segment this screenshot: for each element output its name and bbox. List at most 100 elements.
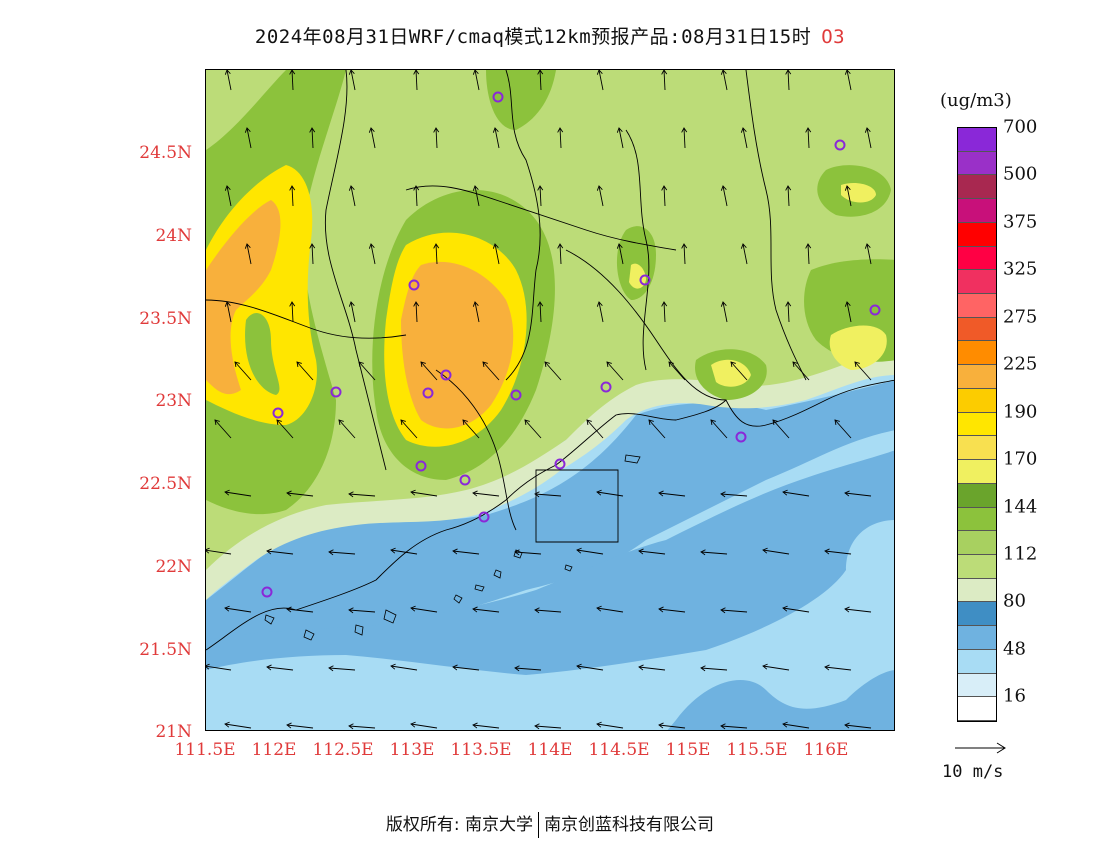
wind-arrow [700,667,728,671]
wind-arrow [824,550,852,555]
wind-arrow [720,493,748,497]
footer-separator [538,812,540,838]
wind-arrow [370,243,376,265]
wind-arrow-head [472,606,478,613]
wind-arrow-head [537,185,544,191]
wind-arrow-head [224,70,231,75]
coastal-band-dark [206,380,894,660]
colorbar [957,127,997,722]
wind-arrow [206,549,232,555]
wind-arrow-head [834,419,840,425]
wind-arrow-head [772,419,778,425]
colorbar-tick-label: 80 [1003,590,1026,612]
station-marker [869,304,881,316]
wind-arrow-head [720,723,726,730]
yellow-patch-ne [829,325,887,370]
wind-arrow [787,70,790,91]
wind-arrow [668,361,686,381]
station-marker [492,91,504,103]
wind-arrow-head [864,127,871,133]
wind-arrow-head [661,301,668,307]
wind-arrow [370,127,376,149]
wind-arrow [576,549,604,555]
wind-arrow-head [661,185,668,191]
wind-arrow [534,609,562,613]
wind-arrow [311,127,314,149]
wind-arrow-head [214,419,220,425]
wind-arrow [348,609,376,613]
wind-arrow [598,185,604,207]
wind-arrow-head [844,301,851,307]
wind-arrow [782,723,810,729]
wind-arrow [846,70,852,91]
wind-arrow-head [782,605,788,612]
wind-arrow [720,609,748,613]
lon-label-112-5: 112.5E [312,740,374,760]
wind-arrow [311,243,314,265]
wind-arrow [234,361,252,381]
wind-arrow [854,361,872,381]
wind-arrow [658,492,686,497]
wind-arrow [539,70,542,91]
wind-key-arrow [955,742,1006,754]
wind-arrow-head [433,127,440,133]
wind-arrow-head [785,70,792,75]
wind-arrow [700,551,728,555]
wind-arrow-head [328,665,334,672]
wind-arrow [338,419,356,439]
orange-area-central [401,261,514,429]
wind-arrow-head [286,722,292,729]
map-canvas [206,70,894,730]
station-marker [639,274,651,286]
wind-arrow-head [616,127,623,133]
wind-arrow [710,419,728,439]
wind-arrow [452,666,480,671]
boundary-lines [206,70,894,651]
wind-arrow-head [400,419,406,425]
wind-arrow-head [544,361,550,367]
colorbar-cell [958,270,996,295]
wind-arrow [494,243,500,265]
station-marker [415,460,427,472]
wind-arrow-head [266,664,272,671]
wind-arrow-head [720,607,726,614]
colorbar-cell [958,649,996,674]
station-marker [554,458,566,470]
wind-arrow-head [658,722,664,729]
wind-arrow-head [472,490,478,497]
wind-arrow [663,185,666,207]
wind-arrow [226,185,232,207]
wind-arrow [846,185,852,207]
species-label: O3 [821,26,846,48]
wind-arrow [730,361,748,381]
wind-arrow [844,608,872,613]
wind-arrow-head [824,548,830,555]
wind-arrow [328,667,356,671]
wind-arrow [514,667,542,671]
wind-arrow [350,301,356,323]
colorbar-cell [958,578,996,603]
wind-arrow-head [348,723,354,730]
wind-arrow-head [596,70,603,75]
station-marker [510,389,522,401]
wind-arrow-head [234,361,240,367]
wind-arrow [834,419,852,439]
ozone-map [205,69,895,731]
wind-arrow [472,608,500,613]
lon-label-112: 112E [251,740,297,760]
lat-label-21-5: 21.5N [139,640,192,660]
wind-arrow-head [805,243,812,249]
wind-arrow-head [785,301,792,307]
wind-arrow-head [762,547,768,554]
wind-arrow [286,724,314,729]
wind-arrow-head [557,127,564,133]
wind-arrow [224,723,252,729]
wind-arrow [618,243,624,265]
wind-vectors [206,70,872,730]
wind-arrow-head [289,301,296,307]
wind-arrow [598,301,604,323]
colorbar-cell [958,673,996,698]
lon-label-116: 116E [803,740,849,760]
wind-arrow-head [358,361,364,367]
wind-arrow [226,70,232,91]
